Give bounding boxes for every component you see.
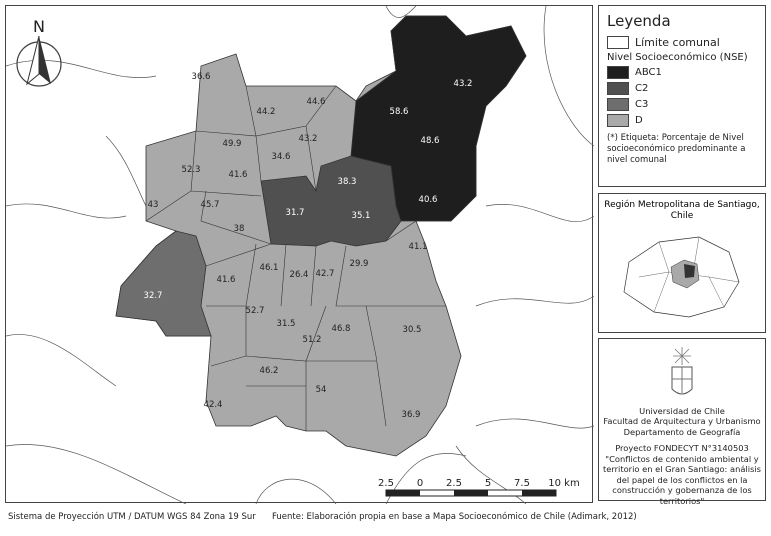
comuna-label: 49.9 [223,139,242,149]
map-canvas: 43.2 36.6 44.2 44.6 58.6 49.9 43.2 48.6 34.6 52.3… [5,5,595,505]
comuna-label: 38.3 [338,177,357,187]
comuna-label: 43.2 [299,134,318,144]
comuna-label: 41.6 [229,170,248,180]
legend-item-d: D [607,114,757,127]
comuna-label: 48.6 [421,136,440,146]
map-frame: 43.2 36.6 44.2 44.6 58.6 49.9 43.2 48.6 34.6 52.3… [5,5,595,505]
boundary-swatch [607,36,629,49]
scale-tick-label: 5 [485,478,491,489]
comuna-label: 52.3 [182,165,201,175]
comuna-boundaries [145,85,446,431]
comuna-label: 44.2 [257,107,276,117]
comuna-label: 46.2 [260,366,279,376]
comuna-label: 43 [148,200,159,210]
comuna-label: 46.8 [332,324,351,334]
comuna-label: 36.9 [402,410,421,420]
comuna-label: 32.7 [144,291,163,301]
credits-panel: Universidad de Chile Facultad de Arquitec… [598,338,766,506]
legend-label: C3 [635,99,649,110]
scale-tick-label: 0 [417,478,423,489]
comuna-label: 58.6 [390,107,409,117]
legend-title: Leyenda [607,12,671,30]
comuna-label: 51.2 [303,335,322,345]
comuna-label: 42.7 [316,269,335,279]
university-logo [671,347,693,395]
comuna-label: 38 [234,224,245,234]
legend-label: D [635,115,643,126]
legend-label: C2 [635,83,649,94]
comuna-label: 44.6 [307,97,326,107]
legend-subtitle: Nivel Socioeconómico (NSE) [607,52,748,63]
scale-bar: 2.5 0 2.5 5 7.5 10 km [378,478,580,497]
urban-area [115,15,527,457]
scale-tick-label: 2.5 [446,478,462,489]
comuna-label: 41.1 [409,242,428,252]
scale-tick-label: 2.5 [378,478,394,489]
legend-label: ABC1 [635,67,662,78]
comuna-label: 34.6 [272,152,291,162]
legend-item-c3: C3 [607,98,757,111]
class-swatch [607,98,629,111]
comuna-label: 29.9 [350,259,369,269]
locator-map [623,236,740,318]
comuna-label: 26.4 [290,270,309,280]
legend-item-c2: C2 [607,82,757,95]
comuna-label: 45.7 [201,200,220,210]
source-note: Fuente: Elaboración propia en base a Map… [271,512,637,522]
locator-map-panel: Región Metropolitana de Santiago, Chile [598,193,766,333]
class-swatch [607,114,629,127]
legend-note: (*) Etiqueta: Porcentaje de Nivel socioe… [607,133,746,165]
scale-tick-label: 10 km [548,478,579,489]
class-swatch [607,82,629,95]
footer: Sistema de Proyección UTM / DATUM WGS 84… [8,512,637,522]
institution-line: Departamento de Geografía [623,426,741,437]
north-label: N [33,17,45,36]
class-swatch [607,66,629,79]
legend-item-boundary: Límite comunal [607,36,757,49]
comuna-label: 30.5 [403,325,422,335]
scale-tick-label: 7.5 [514,478,530,489]
locator-title: Región Metropolitana de Santiago, Chile [604,200,760,221]
legend-label: Límite comunal [635,36,720,49]
institution-line: Facultad de Arquitectura y Urbanismo [603,416,761,426]
legend-panel: Leyenda Límite comunal Nivel Socioeconóm… [598,5,766,187]
comuna-label: 54 [316,385,327,395]
comuna-label: 52.7 [246,306,265,316]
institution-line: Universidad de Chile [639,405,725,416]
projection-note: Sistema de Proyección UTM / DATUM WGS 84… [8,512,256,522]
comuna-label: 46.1 [260,263,279,273]
comuna-label: 31.5 [277,319,296,329]
comuna-label: 40.6 [419,195,438,205]
legend-item-abc1: ABC1 [607,66,757,79]
comuna-label: 31.7 [286,208,305,218]
comuna-label: 41.6 [217,275,236,285]
comuna-label: 36.6 [192,72,211,82]
comuna-label: 43.2 [454,79,473,89]
comuna-label: 42.4 [204,400,223,410]
project-id: Proyecto FONDECYT N°3140503 [615,443,749,453]
regional-boundaries [5,5,595,505]
project-title: "Conflictos de contenido ambiental y ter… [603,453,761,506]
north-arrow: N [16,17,62,87]
comuna-label: 35.1 [352,211,371,221]
comuna-labels: 43.2 36.6 44.2 44.6 58.6 49.9 43.2 48.6 34.6 52.3… [144,72,473,420]
